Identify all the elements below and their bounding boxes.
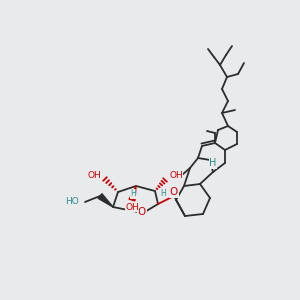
Text: H: H [160,188,166,197]
Polygon shape [129,186,136,201]
Text: O: O [170,187,178,197]
Text: OH: OH [169,172,183,181]
Text: OH: OH [125,202,139,211]
Text: H: H [130,190,136,199]
Text: OH: OH [87,170,101,179]
Polygon shape [98,194,113,207]
Text: HO: HO [65,197,79,206]
Text: O: O [138,207,146,217]
Text: H: H [209,158,217,168]
